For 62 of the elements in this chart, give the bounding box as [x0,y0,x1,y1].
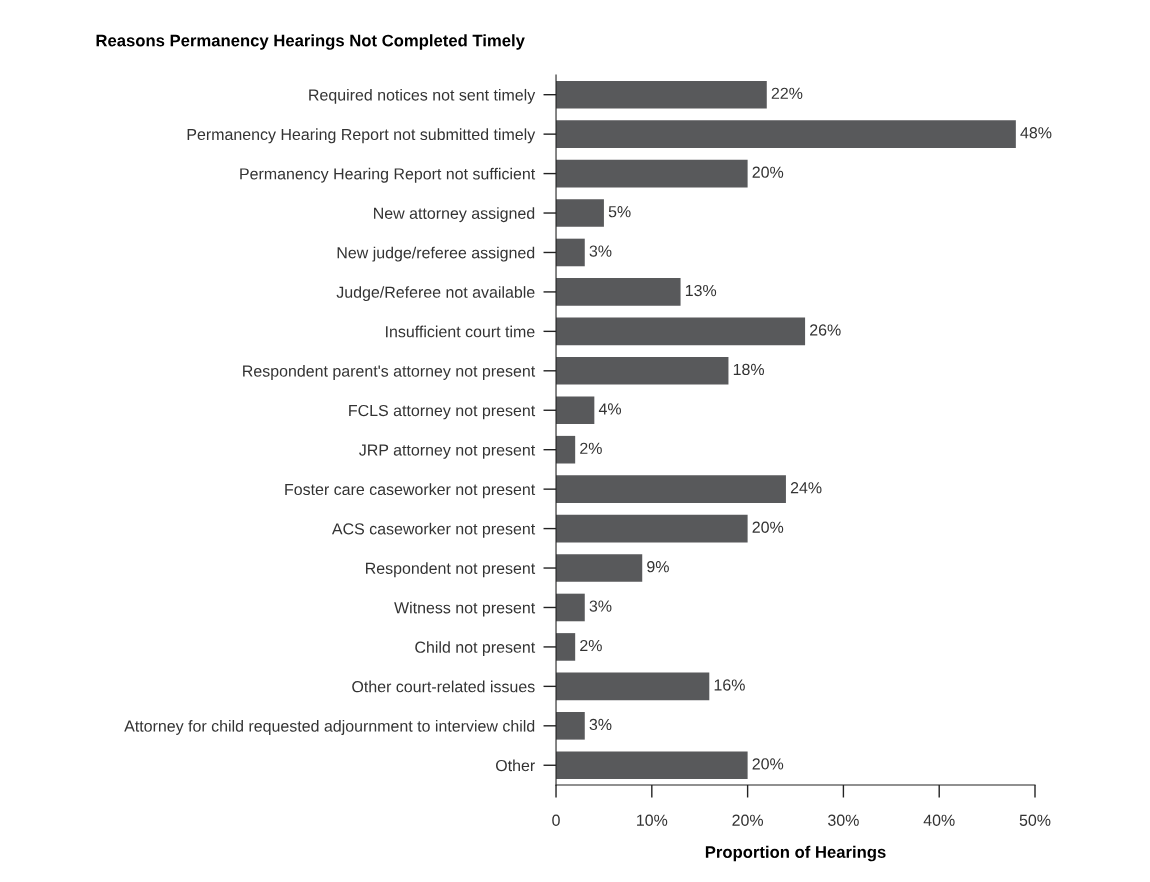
data-label: 5% [608,206,631,218]
bar [556,317,806,346]
data-label: 3% [589,600,612,612]
bar [556,199,604,227]
x-tick-label: 30% [828,814,859,826]
data-label: 4% [598,403,622,415]
bar [556,159,748,188]
bar [556,672,710,701]
bar [556,554,643,582]
y-tick-label: Respondent parent's attorney not present [243,365,536,380]
y-tick-label: ACS caseworker not present [331,522,536,538]
data-label: 22% [771,87,803,99]
bar [556,514,748,543]
data-label: 18% [733,363,765,376]
y-tick-label: New attorney assigned [374,207,535,223]
data-label: 2% [580,442,602,454]
data-label: 9% [647,561,669,573]
y-tick-label: Foster care caseworker not present [285,483,536,499]
bar [556,475,786,503]
x-tick-label: 0 [552,814,560,826]
data-label: 16% [714,679,745,691]
x-tick-label: 50% [1019,814,1051,826]
x-tick-label: 40% [923,814,955,826]
bar [556,712,585,740]
y-tick-label: Required notices not sent timely [309,88,536,104]
data-label: 2% [580,639,602,652]
bar [556,238,585,267]
text: Reasons Permanency Hearings Not Completed Timely [96,34,525,50]
y-tick-label: Child not present [415,641,536,657]
y-tick-label: FCLS attorney not present [349,404,536,420]
y-tick-label: New judge/referee assigned [337,246,535,262]
bar [556,120,1016,148]
bar [556,278,681,306]
y-tick-label: Respondent not present [366,562,536,578]
bar [556,396,595,425]
data-label: 20% [752,758,784,770]
x-axis-title: Proportion of Hearings [705,845,886,862]
data-label: 48% [1020,127,1052,139]
x-tick-label: 10% [637,814,668,826]
y-tick-label: Permanency Hearing Report not sufficient [240,167,536,183]
data-label: 3% [589,245,612,257]
data-label: 3% [589,718,612,731]
bar [556,357,729,385]
y-tick-label: Judge/Referee not available [336,286,535,302]
y-tick-label: Other [496,759,535,772]
data-label: 20% [752,521,784,533]
y-tick-label: Insufficient court time [386,325,535,338]
x-tick-label: 20% [732,814,764,826]
bar [556,633,576,661]
bar [556,751,748,780]
y-tick-label: Other court-related issues [352,680,535,693]
bar [556,80,767,109]
y-tick-label: Witness not present [394,601,536,617]
data-label: 24% [790,482,822,494]
data-label: 20% [752,166,784,178]
bar [556,593,585,622]
y-tick-label: JRP attorney not present [359,444,536,459]
data-label: 13% [685,284,717,297]
bar [556,435,576,464]
y-tick-label: Attorney for child requested adjournment to interview child [124,720,535,735]
y-tick-label: Permanency Hearing Report not submitted timely [187,128,536,144]
data-label: 26% [810,324,841,336]
